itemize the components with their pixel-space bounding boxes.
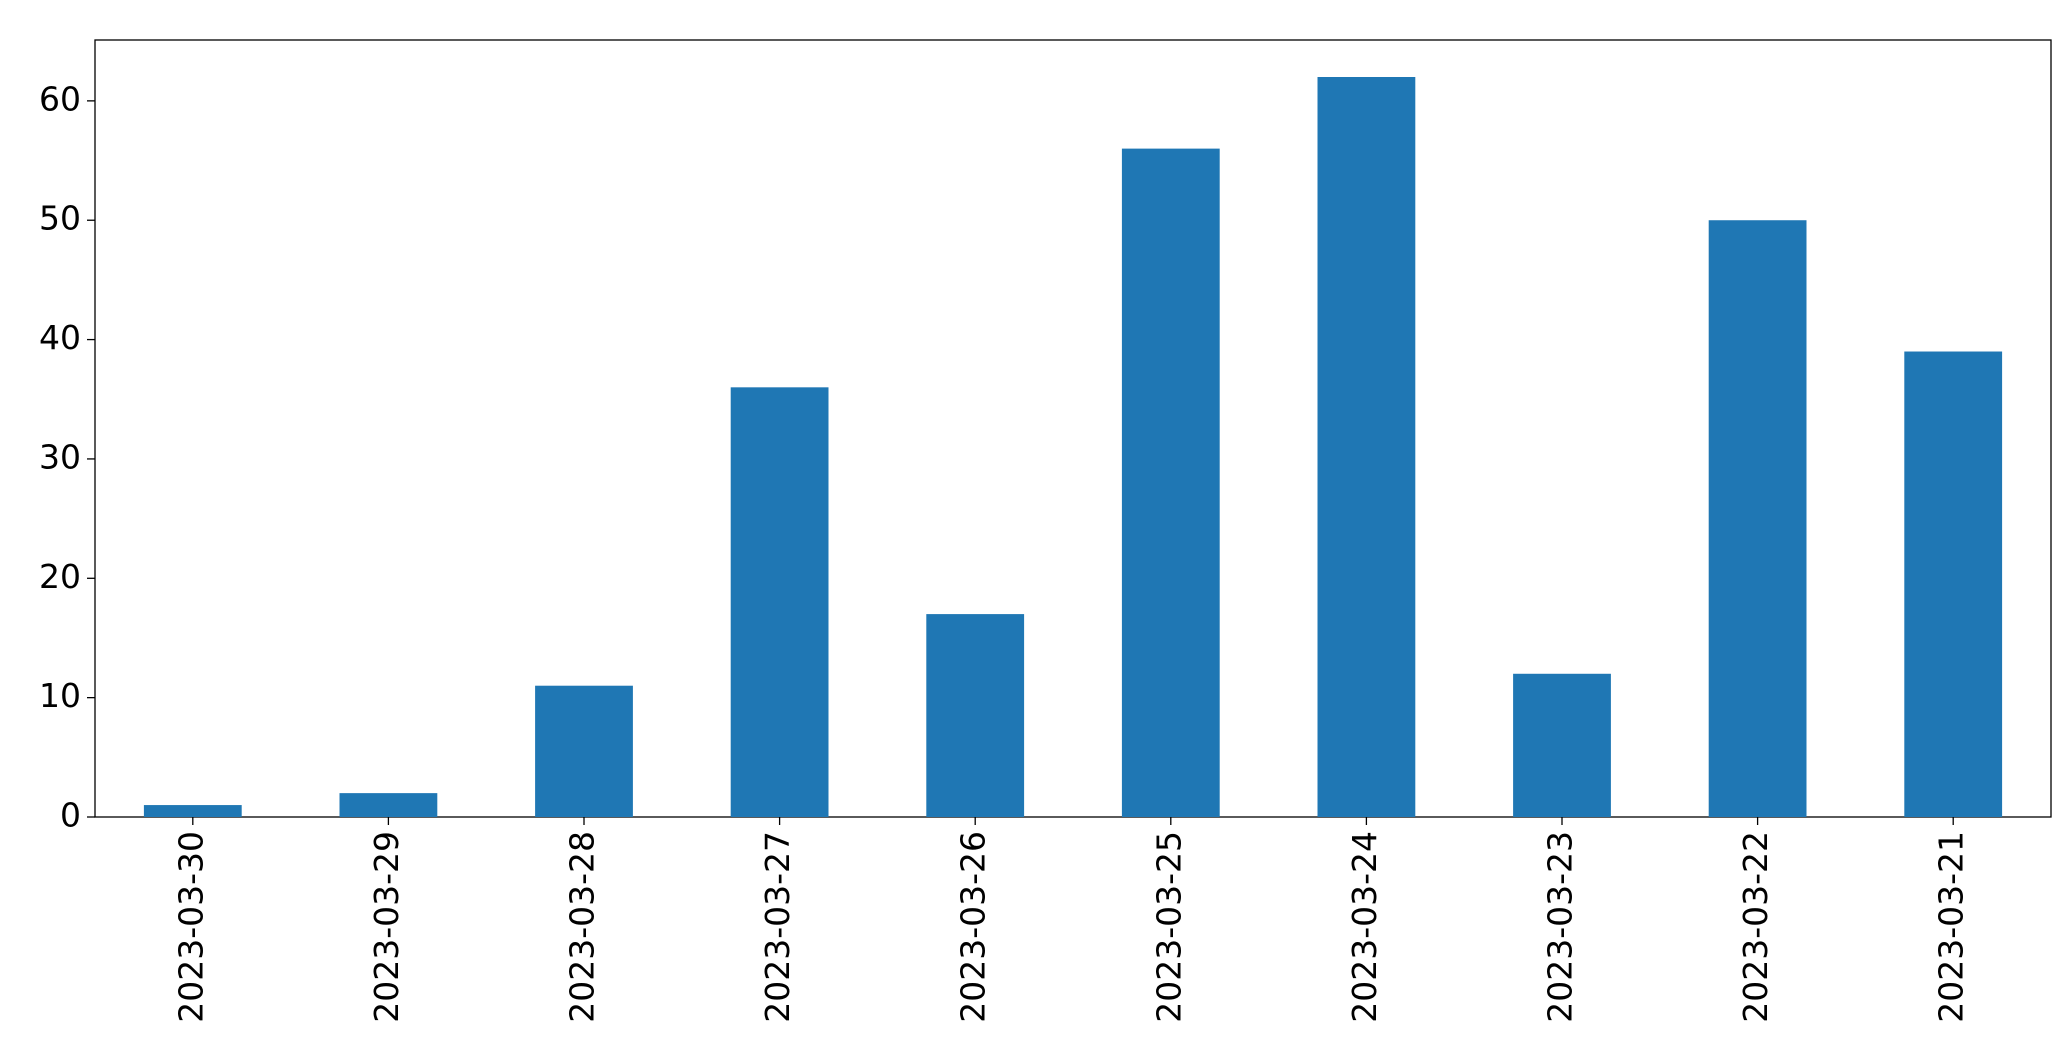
- y-tick-label: 10: [39, 676, 81, 715]
- x-tick-label: 2023-03-27: [758, 831, 797, 1023]
- x-tick-label: 2023-03-23: [1541, 831, 1580, 1023]
- bar: [1121, 148, 1220, 817]
- y-tick-label: 40: [39, 318, 81, 357]
- y-tick-label: 50: [39, 199, 81, 238]
- y-tick-label: 20: [39, 557, 81, 596]
- x-tick-label: 2023-03-30: [171, 831, 210, 1023]
- x-tick-label: 2023-03-29: [367, 831, 406, 1023]
- bar: [926, 614, 1025, 817]
- bar: [1904, 351, 2003, 817]
- y-tick-label: 60: [39, 79, 81, 118]
- x-tick-label: 2023-03-25: [1149, 831, 1188, 1023]
- x-tick-label: 2023-03-24: [1345, 831, 1384, 1023]
- bar: [535, 685, 633, 817]
- bar: [1708, 220, 1807, 817]
- bar: [339, 793, 438, 817]
- y-tick-label: 30: [39, 437, 81, 476]
- bar: [1317, 77, 1416, 817]
- x-tick-label: 2023-03-28: [563, 831, 602, 1023]
- bar: [143, 805, 242, 817]
- bar: [730, 387, 829, 817]
- x-tick-label: 2023-03-26: [954, 831, 993, 1023]
- y-tick-label: 0: [60, 796, 81, 835]
- axes-frame: [94, 39, 2052, 818]
- x-tick-label: 2023-03-22: [1736, 831, 1775, 1023]
- bar: [1513, 673, 1611, 817]
- x-tick-label: 2023-03-21: [1932, 831, 1971, 1023]
